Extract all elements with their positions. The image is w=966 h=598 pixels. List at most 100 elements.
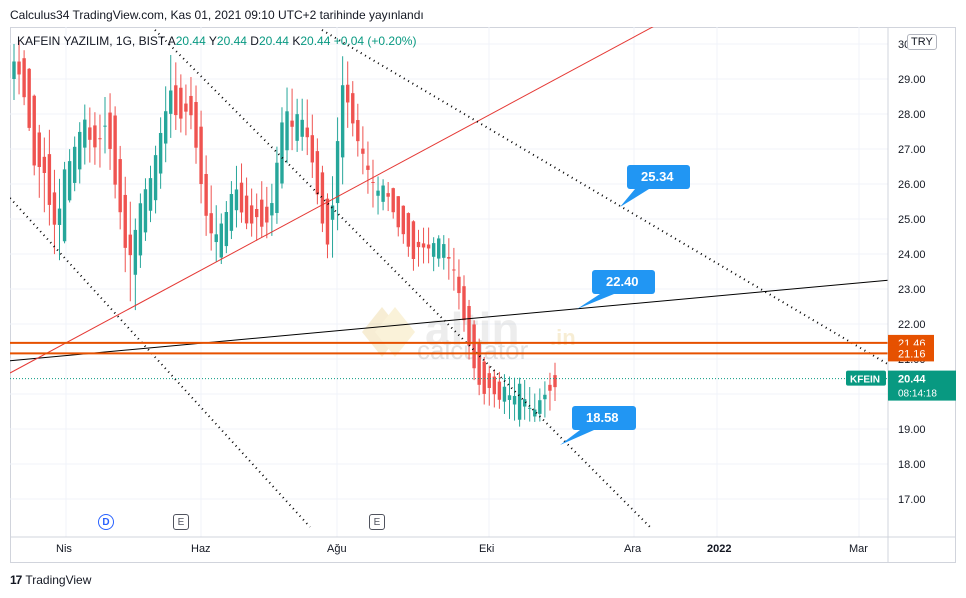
candle-body: [219, 223, 223, 258]
footer-brand[interactable]: TradingView: [25, 573, 92, 587]
candle-body: [295, 114, 299, 141]
callout-box: [572, 406, 636, 430]
tradingview-logo-icon[interactable]: 17: [10, 573, 22, 587]
candle-body: [42, 156, 47, 173]
candle-body: [214, 234, 218, 243]
price-tick-label: 23.00: [898, 284, 926, 296]
candle-body: [285, 111, 289, 151]
candle-body: [239, 182, 244, 213]
candle-body: [401, 205, 406, 235]
candle-body: [300, 119, 304, 137]
candle-body: [169, 90, 173, 114]
candle-body: [12, 61, 16, 79]
candle-body: [411, 221, 416, 260]
price-tick-label: 17.00: [898, 494, 926, 506]
time-tick-label: 2022: [707, 543, 731, 555]
candle-body: [477, 343, 481, 385]
candle-body: [113, 115, 117, 185]
candle-body: [492, 376, 497, 395]
publish-header: Calculus34 TradingView.com, Kas 01, 2021…: [10, 8, 424, 22]
close-value: 20.44: [300, 34, 331, 48]
change-value: +0.04 (+0.20%): [333, 34, 417, 48]
candle-body: [275, 162, 279, 214]
candle-body: [67, 161, 72, 201]
price-level-tag: [888, 345, 934, 362]
candle-body: [396, 196, 400, 228]
candle-body: [138, 203, 143, 256]
candle-body: [88, 127, 92, 140]
candle-body: [330, 205, 335, 220]
candle-body: [189, 95, 193, 116]
price-tick-label: 19.00: [898, 424, 926, 436]
currency-badge[interactable]: TRY: [907, 34, 937, 50]
candle-body: [148, 178, 153, 211]
candle-body: [315, 151, 320, 195]
candle-body: [340, 85, 345, 158]
candle-body: [22, 58, 26, 98]
countdown-label: 08:14:18: [898, 389, 937, 400]
candle-body: [290, 120, 294, 127]
candle-body: [158, 132, 163, 174]
candle-body: [72, 146, 77, 183]
candle-body: [249, 205, 254, 224]
candle-body: [512, 395, 517, 405]
dividend-event-icon[interactable]: D: [98, 514, 114, 530]
candle-body: [325, 198, 330, 245]
time-tick-label: Eki: [479, 543, 494, 555]
candle-body: [320, 172, 325, 224]
candle-body: [548, 384, 552, 391]
candle-body: [244, 195, 249, 224]
candle-body: [391, 188, 395, 213]
earnings-event-icon[interactable]: E: [173, 514, 189, 530]
time-tick-label: Mar: [849, 543, 868, 555]
candle-body: [487, 373, 491, 388]
candle-body: [83, 119, 87, 148]
candle-body: [538, 400, 542, 414]
candle-body: [234, 189, 239, 211]
candle-body: [17, 61, 21, 75]
price-level-label: 21.16: [898, 348, 926, 360]
candle-body: [472, 324, 476, 369]
candle-body: [93, 125, 97, 148]
candle-body: [37, 132, 41, 167]
candle-body: [254, 208, 259, 218]
candle-body: [260, 199, 264, 227]
candle-body: [179, 87, 183, 119]
candle-body: [426, 244, 431, 249]
footer: 17 TradingView: [10, 573, 91, 587]
candle-body: [522, 399, 527, 407]
candle-body: [431, 243, 436, 257]
candle-body: [462, 286, 466, 321]
time-tick-label: Nis: [56, 543, 72, 555]
candle-body: [118, 159, 122, 213]
candle-body: [416, 241, 421, 248]
candle-body: [133, 229, 138, 275]
price-tick-label: 29.00: [898, 74, 926, 86]
time-tick-label: Ağu: [327, 543, 347, 555]
trend-line-red: [10, 27, 654, 374]
high-value: 20.44: [216, 34, 247, 48]
candle-body: [209, 213, 213, 234]
symbol-name[interactable]: KAFEIN YAZILIM, 1G, BIST: [17, 34, 166, 48]
candle-body: [224, 212, 229, 247]
candle-body: [310, 135, 315, 163]
candle-body: [381, 185, 385, 202]
candle-body: [52, 192, 57, 225]
candle-body: [543, 394, 547, 400]
candle-body: [194, 102, 198, 148]
candle-body: [57, 208, 62, 225]
candle-body: [517, 383, 522, 420]
candle-body: [265, 206, 269, 223]
callout-box: [592, 270, 655, 294]
candle-body: [356, 120, 360, 142]
candle-body: [528, 407, 532, 409]
callout-pointer: [560, 430, 594, 445]
candle-body: [406, 213, 411, 247]
candle-body: [108, 112, 112, 149]
chart-pane[interactable]: [10, 27, 956, 563]
candle-body: [163, 111, 168, 144]
candle-body: [103, 125, 107, 127]
candle-body: [371, 181, 375, 183]
earnings-event-icon[interactable]: E: [369, 514, 385, 530]
